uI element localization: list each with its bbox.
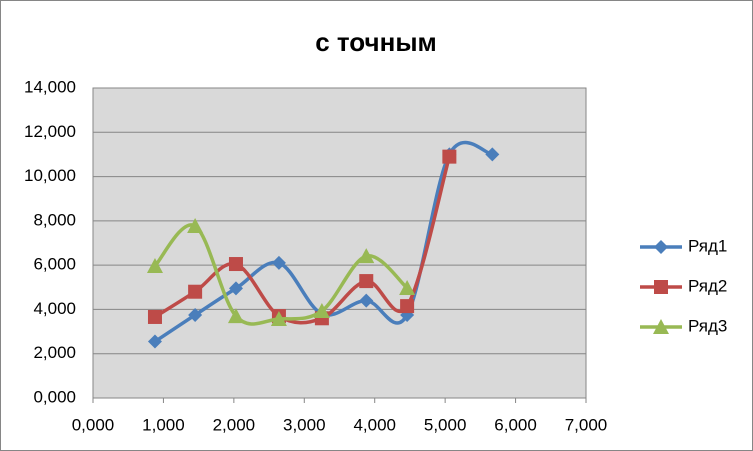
marker <box>442 149 457 164</box>
marker <box>400 299 415 314</box>
marker <box>146 258 163 274</box>
marker <box>654 240 668 254</box>
y-tick-label: 12,000 <box>24 122 76 141</box>
y-tick-label: 6,000 <box>33 255 76 274</box>
y-tick-label: 0,000 <box>33 387 76 406</box>
marker <box>485 147 500 162</box>
marker <box>188 284 203 299</box>
marker <box>147 334 162 349</box>
marker <box>270 310 287 326</box>
marker <box>228 257 243 272</box>
x-tick-label: 6,000 <box>494 415 537 434</box>
x-tick-label: 4,000 <box>353 415 396 434</box>
marker <box>654 280 668 294</box>
legend-label: Ряд3 <box>688 316 727 335</box>
marker <box>653 319 669 334</box>
plot-area <box>92 87 587 399</box>
marker <box>358 248 375 264</box>
x-tick-label: 1,000 <box>142 415 185 434</box>
y-tick-label: 8,000 <box>33 210 76 229</box>
y-tick-label: 14,000 <box>24 77 76 96</box>
x-tick-label: 2,000 <box>213 415 256 434</box>
marker <box>227 308 244 324</box>
marker <box>187 217 204 233</box>
marker <box>228 281 243 296</box>
series-line <box>154 140 493 343</box>
marker <box>147 309 162 324</box>
marker <box>313 302 330 318</box>
marker <box>359 293 374 308</box>
marker <box>399 279 416 295</box>
x-tick-label: 7,000 <box>565 415 608 434</box>
y-tick-label: 4,000 <box>33 299 76 318</box>
marker <box>188 307 203 322</box>
marker <box>271 255 286 270</box>
x-tick-label: 3,000 <box>283 415 326 434</box>
x-tick-label: 0,000 <box>72 415 115 434</box>
y-tick-label: 2,000 <box>33 343 76 362</box>
legend-label: Ряд2 <box>688 276 727 295</box>
x-tick-label: 5,000 <box>424 415 467 434</box>
legend-label: Ряд1 <box>688 236 727 255</box>
chart-title: с точным <box>315 27 437 57</box>
y-tick-label: 10,000 <box>24 166 76 185</box>
marker <box>359 274 374 289</box>
